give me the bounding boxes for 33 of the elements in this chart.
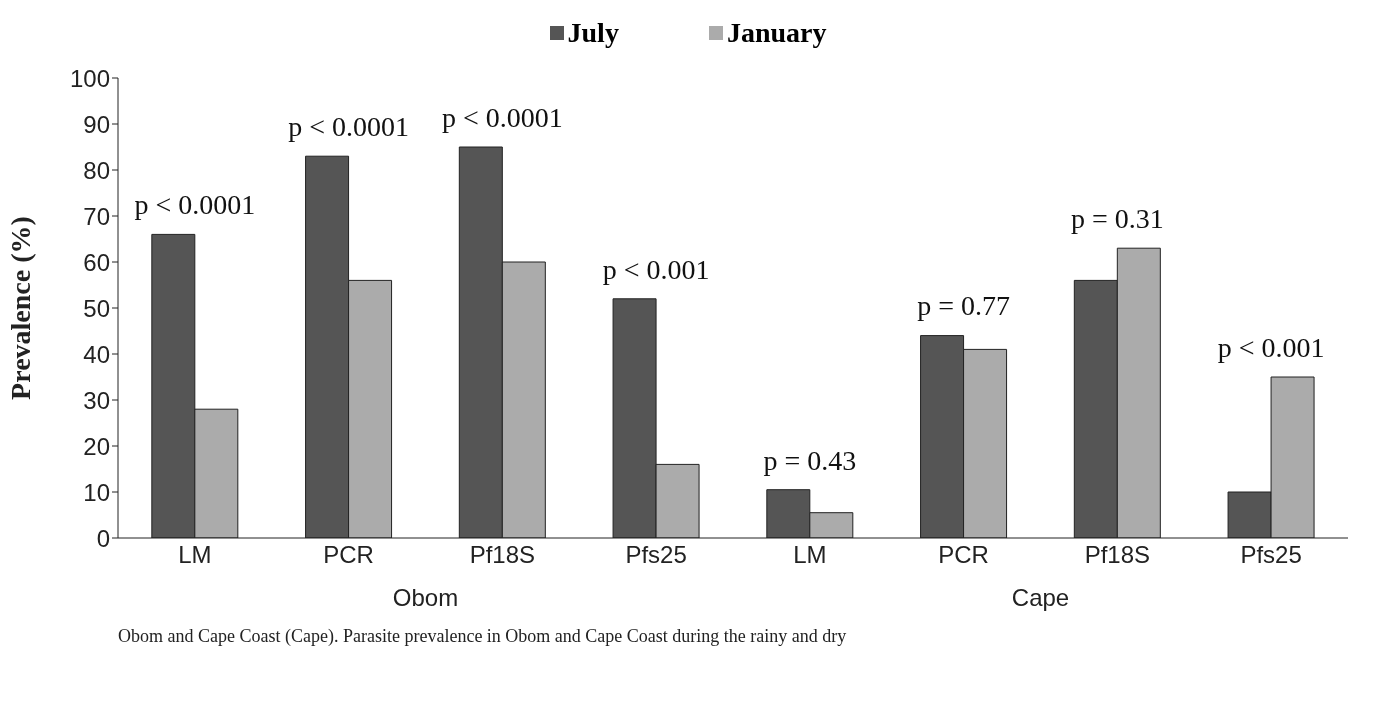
x-tick-label: Pf18S	[469, 541, 536, 569]
y-tick-label: 60	[83, 248, 110, 276]
annotation: p < 0.0001	[441, 101, 563, 134]
legend-label: July	[566, 17, 619, 49]
annotation: p < 0.0001	[134, 189, 256, 222]
y-tick-label: 0	[96, 524, 110, 552]
annotation: p = 0.43	[763, 444, 857, 477]
x-tick-label: Pfs25	[1240, 541, 1302, 569]
text: Cape	[1011, 584, 1070, 612]
y-tick-label: 100	[69, 64, 110, 92]
text: Obom	[392, 584, 459, 612]
x-tick-label: PCR	[323, 541, 374, 569]
legend-label: January	[725, 17, 827, 49]
annotation: p < 0.001	[602, 253, 710, 286]
text: Obom and Cape Coast (Cape). Parasite prevalence in Obom and Cape Coast during the rainy and dry	[117, 626, 848, 647]
y-tick-label: 40	[83, 340, 110, 368]
x-tick-label: LM	[178, 541, 212, 569]
y-tick-label: 90	[83, 110, 110, 138]
annotation: p < 0.001	[1217, 331, 1325, 364]
y-axis-title: Prevalence (%)	[4, 216, 36, 400]
y-tick-label: 70	[83, 202, 110, 230]
annotation: p = 0.77	[917, 290, 1011, 323]
x-tick-label: LM	[793, 541, 827, 569]
y-tick-label: 50	[83, 294, 110, 322]
x-tick-label: PCR	[938, 541, 989, 569]
x-tick-label: Pfs25	[625, 541, 687, 569]
y-tick-label: 30	[83, 386, 110, 414]
annotation: p < 0.0001	[288, 111, 410, 143]
y-tick-label: 10	[83, 478, 110, 506]
annotation: p = 0.31	[1070, 203, 1164, 235]
x-tick-label: Pf18S	[1084, 541, 1151, 569]
y-tick-label: 20	[83, 432, 110, 460]
y-tick-label: 80	[83, 156, 110, 184]
